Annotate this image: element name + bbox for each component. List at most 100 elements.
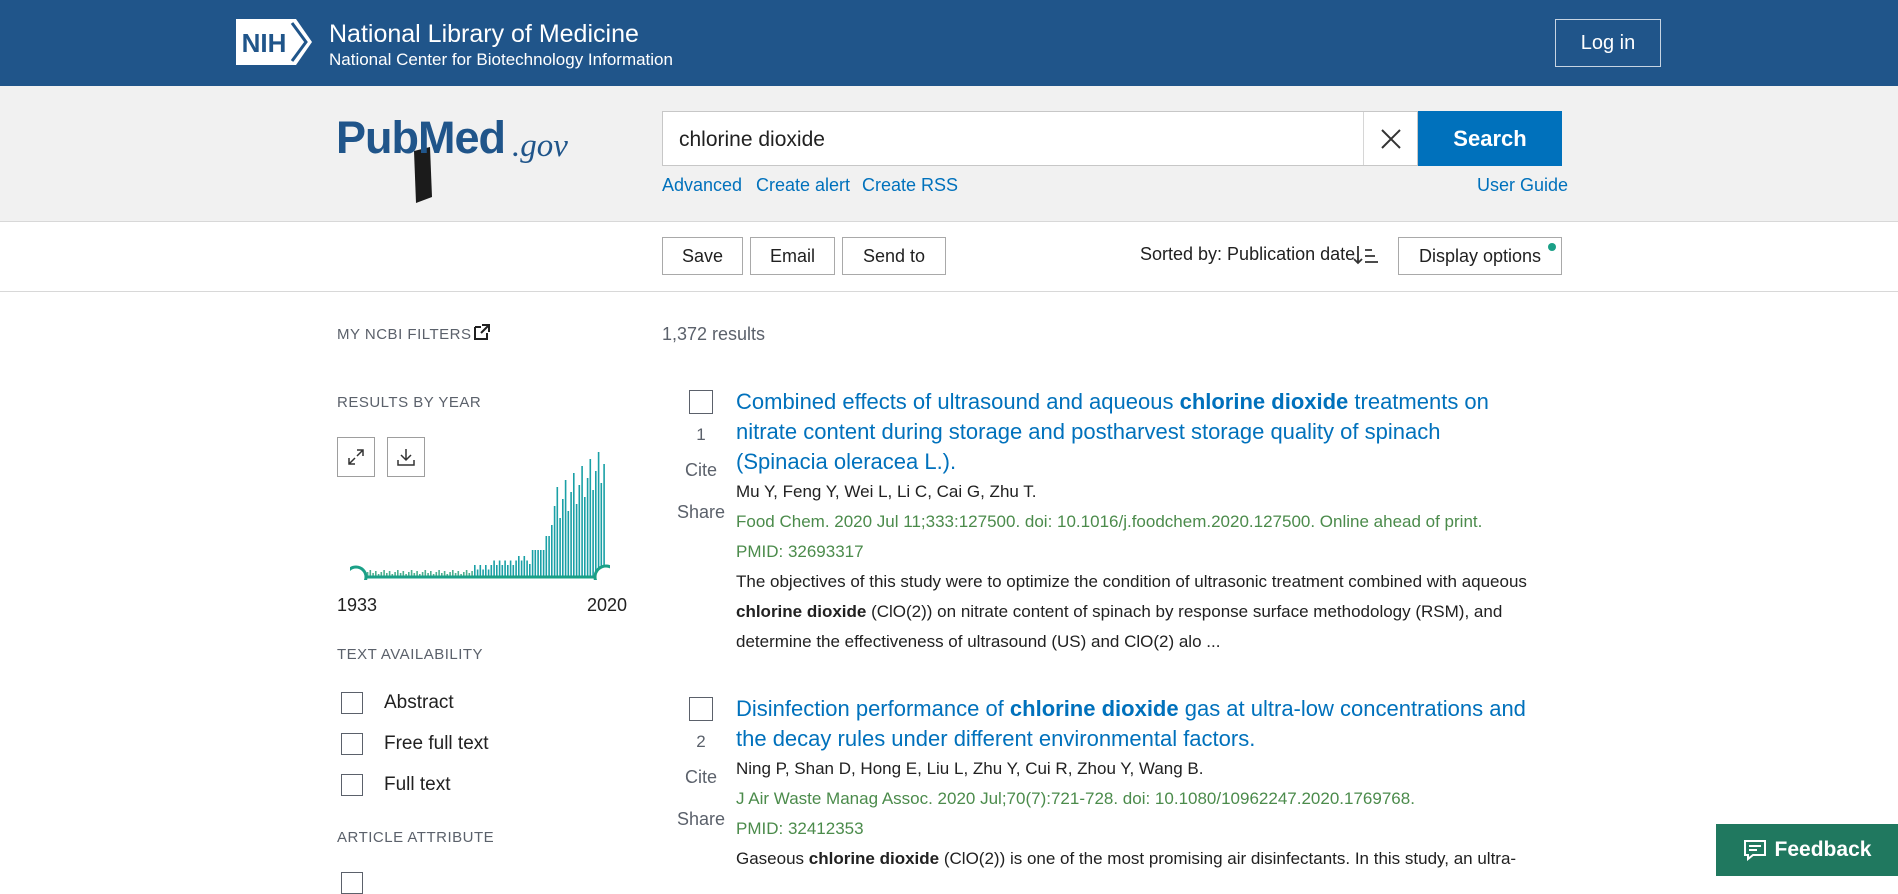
year-start-handle[interactable] — [350, 565, 368, 580]
histogram-bar — [603, 464, 605, 576]
histogram-bar — [471, 571, 473, 576]
filter-checkbox[interactable] — [341, 692, 363, 714]
share-button[interactable]: Share — [676, 809, 726, 829]
filter-checkbox[interactable] — [341, 774, 363, 796]
search-input[interactable] — [677, 112, 1361, 167]
histogram-bar — [413, 573, 416, 576]
histogram-bar — [463, 572, 465, 576]
histogram-bar — [410, 570, 413, 576]
expand-chart-button[interactable] — [337, 437, 375, 477]
histogram-bar — [581, 466, 583, 576]
nih-logo[interactable]: NIH — [236, 19, 312, 65]
histogram-bar — [573, 473, 575, 576]
result-authors: Ning P, Shan D, Hong E, Liu L, Zhu Y, Cu… — [736, 759, 1204, 778]
my-ncbi-filters-heading[interactable]: MY NCBI FILTERS — [337, 326, 472, 343]
sort-descending-icon[interactable] — [1352, 244, 1380, 266]
histogram-bar — [567, 511, 570, 576]
results-by-year-histogram[interactable] — [350, 440, 610, 580]
search-button[interactable]: Search — [1418, 111, 1562, 166]
download-chart-button[interactable] — [387, 437, 425, 477]
search-box — [662, 111, 1418, 167]
histogram-bar — [548, 536, 550, 576]
filter-label[interactable]: Abstract — [384, 692, 454, 713]
book-icon — [414, 147, 432, 203]
histogram-bar — [578, 485, 581, 576]
filter-full-text[interactable]: Full text — [341, 774, 451, 796]
histogram-bar — [424, 570, 427, 576]
histogram-bar — [441, 573, 443, 576]
sort-label[interactable]: Sorted by: Publication date — [1140, 244, 1356, 264]
histogram-bar — [564, 480, 567, 576]
histogram-bar — [592, 490, 594, 576]
save-button[interactable]: Save — [662, 237, 743, 275]
histogram-bar — [589, 459, 592, 576]
external-link-icon[interactable] — [474, 324, 490, 340]
histogram-bar — [394, 572, 396, 576]
result-number: 1 — [696, 425, 706, 444]
histogram-bar — [416, 571, 418, 576]
create-rss-link[interactable]: Create RSS — [862, 175, 959, 195]
histogram-bar — [496, 565, 498, 576]
filter-free-full-text[interactable]: Free full text — [341, 733, 489, 755]
clear-search-button[interactable] — [1363, 112, 1418, 165]
share-button[interactable]: Share — [676, 502, 726, 522]
result-select-checkbox[interactable] — [689, 390, 713, 414]
histogram-bar — [490, 565, 493, 576]
histogram-bar — [454, 573, 457, 576]
filter-checkbox[interactable] — [341, 872, 363, 894]
year-end-handle[interactable] — [593, 564, 610, 580]
histogram-bar — [380, 572, 383, 576]
nlm-title[interactable]: National Library of Medicine — [329, 20, 639, 48]
histogram-bar — [570, 492, 572, 576]
histogram-bar — [460, 574, 462, 576]
result-select-checkbox[interactable] — [689, 697, 713, 721]
histogram-bar — [366, 572, 369, 576]
histogram-bar — [388, 571, 391, 576]
filter-checkbox[interactable] — [341, 733, 363, 755]
send-to-button[interactable]: Send to — [842, 237, 946, 275]
login-button[interactable]: Log in — [1555, 19, 1661, 67]
ncbi-subtitle[interactable]: National Center for Biotechnology Inform… — [329, 50, 673, 69]
filter-label[interactable]: Free full text — [384, 733, 489, 754]
results-count: 1,372 results — [662, 324, 766, 344]
histogram-bars — [364, 452, 605, 576]
histogram-bar — [586, 478, 589, 576]
cite-button[interactable]: Cite — [684, 767, 717, 787]
histogram-bar — [493, 560, 495, 576]
expand-icon — [348, 449, 364, 465]
display-options-button[interactable]: Display options — [1398, 237, 1562, 275]
result-title-link[interactable]: Combined effects of ultrasound and aqueo… — [736, 389, 1489, 474]
histogram-bar — [542, 550, 545, 576]
histogram-bar — [449, 572, 451, 576]
histogram-bar — [545, 536, 548, 576]
result-title-link[interactable]: Disinfection performance of chlorine dio… — [736, 696, 1526, 751]
nih-logo-text: NIH — [242, 28, 287, 58]
display-options-indicator — [1548, 243, 1556, 251]
pubmed-logo[interactable]: Pub Med .gov — [336, 102, 568, 203]
result-citation: Food Chem. 2020 Jul 11;333:127500. doi: … — [736, 512, 1483, 531]
histogram-bar — [377, 574, 380, 576]
histogram-bar — [551, 525, 553, 576]
histogram-bar — [556, 487, 559, 576]
result-pmid: PMID: 32412353 — [736, 819, 864, 838]
result-citation: J Air Waste Manag Assoc. 2020 Jul;70(7):… — [736, 789, 1415, 808]
histogram-bar — [515, 560, 517, 576]
text-availability-heading: TEXT AVAILABILITY — [337, 646, 484, 663]
action-bar — [0, 221, 1898, 292]
advanced-link[interactable]: Advanced — [662, 175, 743, 195]
filter-label[interactable]: Full text — [384, 774, 451, 795]
histogram-bar — [397, 570, 399, 576]
email-button[interactable]: Email — [750, 237, 835, 275]
histogram-bar — [498, 560, 501, 576]
histogram-bar — [421, 572, 424, 576]
histogram-bar — [427, 573, 429, 576]
cite-button[interactable]: Cite — [684, 460, 717, 480]
pubmed-logo-gov: .gov — [512, 128, 568, 164]
user-guide-link[interactable]: User Guide — [1477, 175, 1569, 195]
filter-abstract[interactable]: Abstract — [341, 692, 454, 714]
feedback-button[interactable]: Feedback — [1716, 824, 1898, 876]
create-alert-link[interactable]: Create alert — [756, 175, 851, 195]
close-icon — [1381, 128, 1401, 149]
histogram-bar — [487, 569, 490, 576]
histogram-bar — [438, 570, 440, 576]
